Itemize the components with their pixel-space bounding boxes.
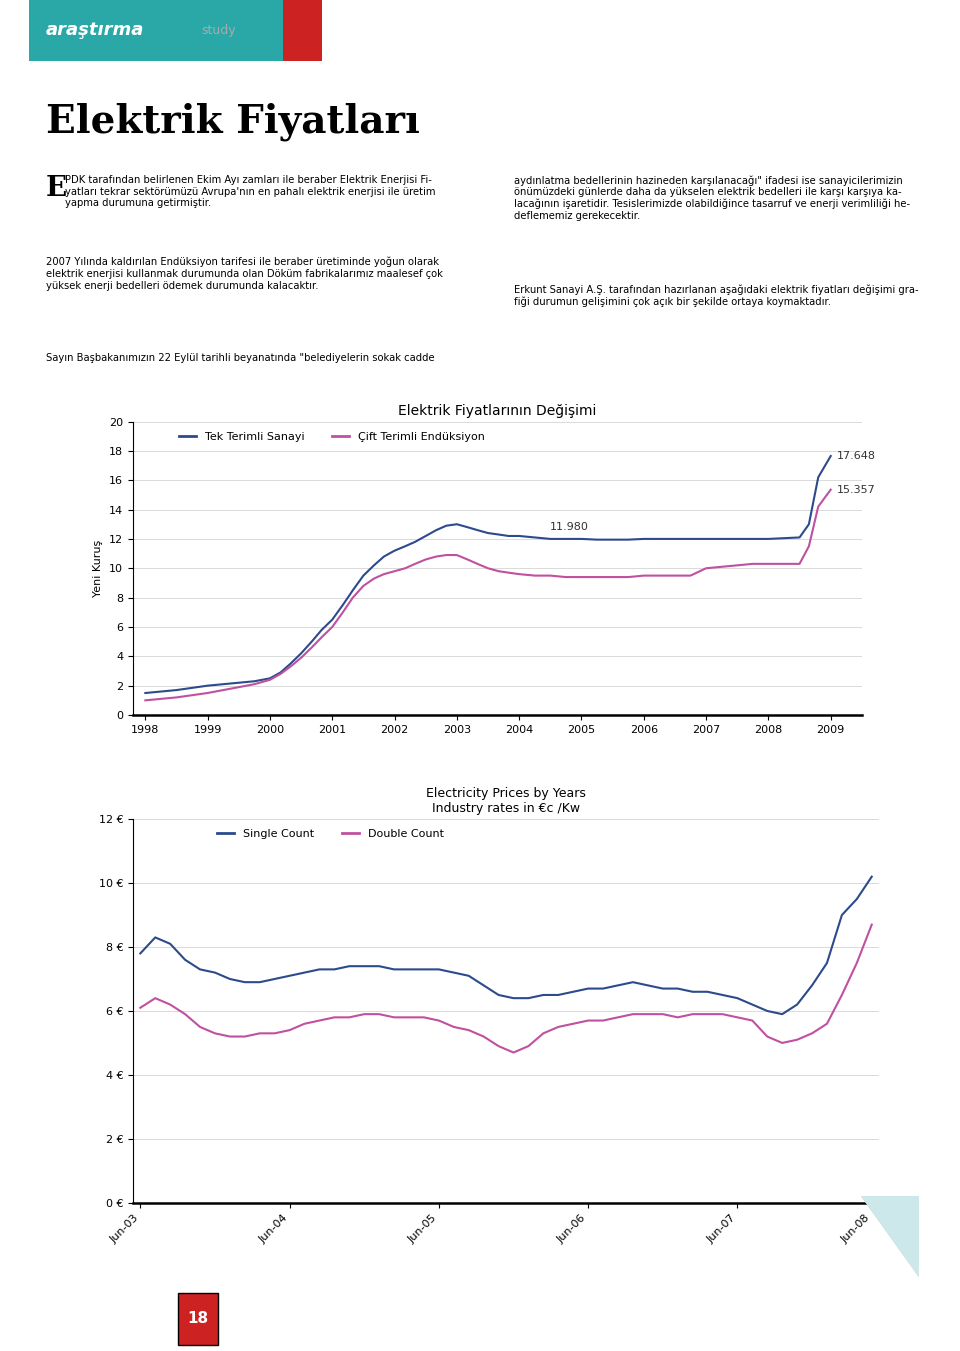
Polygon shape: [861, 1196, 919, 1277]
Legend: Single Count, Double Count: Single Count, Double Count: [213, 824, 448, 843]
Text: 2007 Yılında kaldırılan Endüksiyon tarifesi ile beraber üretiminde yoğun olarak
: 2007 Yılında kaldırılan Endüksiyon tarif…: [46, 257, 443, 290]
Text: E: E: [46, 176, 67, 203]
Text: 11.980: 11.980: [549, 521, 588, 531]
Y-axis label: Yeni Kuruş: Yeni Kuruş: [93, 539, 104, 597]
Text: study: study: [202, 24, 236, 36]
Title: Electricity Prices by Years
Industry rates in €c /Kw: Electricity Prices by Years Industry rat…: [426, 788, 586, 815]
Text: aydınlatma bedellerinin hazineden karşılanacağı" ifadesi ise sanayicilerimizin
ö: aydınlatma bedellerinin hazineden karşıl…: [514, 176, 910, 222]
Text: Elektrik Fiyatları: Elektrik Fiyatları: [46, 103, 420, 141]
Text: 18: 18: [187, 1310, 208, 1327]
Text: Erkunt Sanayi A.Ş. tarafından hazırlanan aşağıdaki elektrik fiyatları değişimi g: Erkunt Sanayi A.Ş. tarafından hazırlanan…: [514, 284, 918, 307]
FancyBboxPatch shape: [178, 1293, 218, 1344]
Text: araştırma: araştırma: [46, 22, 144, 39]
Legend: Tek Terimli Sanayi, Çift Terimli Endüksiyon: Tek Terimli Sanayi, Çift Terimli Endüksi…: [175, 427, 490, 446]
Text: Sayın Başbakanımızın 22 Eylül tarihli beyanatında "belediyelerin sokak cadde: Sayın Başbakanımızın 22 Eylül tarihli be…: [46, 353, 435, 363]
Bar: [283, 0, 322, 61]
Text: 17.648: 17.648: [837, 451, 876, 461]
Polygon shape: [861, 1196, 919, 1277]
Bar: [29, 0, 288, 61]
Text: Türkcast 2008 Sayı 9: Türkcast 2008 Sayı 9: [46, 1312, 177, 1325]
Text: PDK tarafından belirlenen Ekim Ayı zamları ile beraber Elektrik Enerjisi Fi-
yat: PDK tarafından belirlenen Ekim Ayı zamla…: [65, 176, 436, 208]
Title: Elektrik Fiyatlarının Değişimi: Elektrik Fiyatlarının Değişimi: [398, 404, 596, 417]
Text: 15.357: 15.357: [837, 485, 876, 494]
